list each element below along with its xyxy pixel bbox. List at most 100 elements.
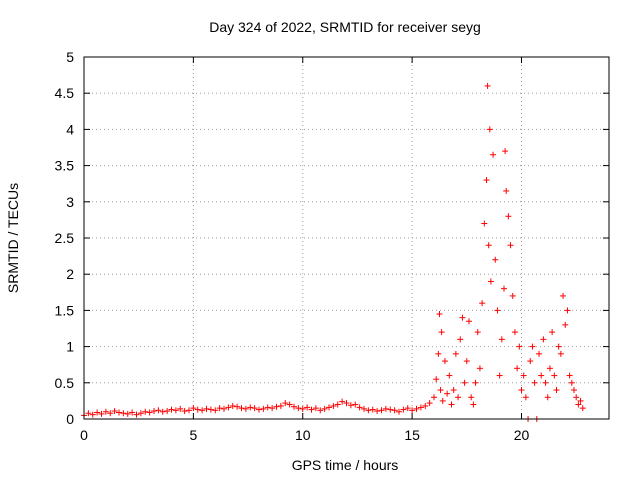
data-point	[291, 403, 297, 410]
data-point	[446, 372, 453, 379]
data-point	[571, 387, 577, 394]
data-point	[142, 408, 149, 415]
data-points	[81, 82, 586, 422]
y-tick-label: 3.5	[55, 158, 75, 174]
data-point	[494, 307, 501, 314]
data-point	[391, 407, 398, 414]
data-point	[490, 151, 497, 158]
y-tick-label: 2	[66, 266, 74, 282]
data-point	[468, 394, 475, 401]
data-point	[485, 242, 492, 249]
data-point	[207, 406, 214, 413]
data-point	[448, 401, 455, 408]
data-point	[437, 387, 444, 394]
data-point	[579, 405, 586, 412]
data-point	[308, 406, 315, 413]
data-point	[89, 411, 96, 418]
x-tick-label: 5	[189, 427, 197, 443]
data-point	[479, 300, 486, 307]
data-point	[409, 407, 416, 414]
y-tick-label: 5	[66, 49, 74, 65]
data-point	[486, 126, 493, 133]
data-point	[186, 407, 192, 414]
data-point	[505, 213, 512, 220]
data-point	[260, 405, 267, 412]
data-point	[330, 402, 337, 409]
data-point	[472, 379, 479, 386]
data-point	[509, 292, 516, 299]
data-point	[536, 350, 542, 357]
data-point	[546, 365, 553, 372]
data-point	[124, 410, 131, 417]
data-point	[514, 365, 521, 372]
data-point	[352, 401, 359, 408]
data-point	[129, 409, 136, 416]
data-point	[172, 407, 179, 414]
data-point	[518, 387, 525, 394]
data-point	[277, 402, 284, 409]
data-point	[155, 407, 162, 414]
data-point	[553, 387, 560, 394]
data-point	[551, 372, 558, 379]
data-point	[566, 372, 573, 379]
data-point	[369, 406, 376, 413]
data-point	[516, 343, 523, 350]
data-point	[441, 358, 448, 365]
data-point	[487, 278, 494, 285]
data-point	[503, 187, 510, 194]
data-point	[286, 401, 293, 408]
data-point	[317, 407, 324, 414]
data-point	[216, 405, 223, 412]
data-point	[439, 397, 446, 404]
y-tick-label: 4.5	[55, 85, 75, 101]
data-point	[374, 408, 381, 415]
data-point	[483, 177, 490, 184]
data-point	[85, 410, 92, 417]
y-tick-label: 4	[66, 121, 74, 137]
data-point	[457, 336, 464, 343]
data-point	[299, 405, 306, 412]
data-point	[102, 408, 109, 415]
data-point	[282, 400, 289, 407]
data-point	[146, 409, 153, 416]
data-point	[540, 336, 547, 343]
data-point	[417, 404, 424, 411]
data-point	[492, 256, 499, 263]
data-point	[455, 394, 462, 401]
data-point	[116, 409, 122, 416]
data-point	[194, 406, 201, 413]
data-point	[531, 379, 538, 386]
data-point	[264, 404, 271, 411]
plot-frame	[83, 56, 610, 420]
y-tick-label: 1.5	[55, 302, 75, 318]
data-point	[527, 358, 534, 365]
data-point	[413, 405, 420, 412]
data-point	[557, 350, 564, 357]
data-point	[562, 321, 569, 328]
data-point	[474, 329, 481, 336]
x-axis-label: GPS time / hours	[292, 457, 399, 473]
x-tick-label: 0	[80, 427, 88, 443]
data-point	[501, 285, 507, 292]
data-point	[481, 220, 488, 227]
data-point	[426, 400, 433, 407]
data-point	[247, 404, 254, 411]
data-point	[164, 408, 171, 415]
data-point	[422, 402, 429, 409]
data-point	[522, 394, 529, 401]
data-point	[436, 311, 443, 318]
data-point	[484, 82, 491, 89]
data-point	[476, 365, 483, 372]
data-point	[400, 406, 407, 413]
data-point	[511, 329, 518, 336]
data-point	[238, 405, 245, 412]
data-point	[326, 404, 332, 411]
data-point	[496, 372, 503, 379]
axis-ticks	[83, 56, 609, 420]
data-point	[111, 408, 118, 415]
data-point	[234, 403, 241, 410]
data-point	[120, 410, 127, 417]
data-point	[549, 329, 556, 336]
data-point	[452, 350, 459, 357]
data-point	[387, 406, 394, 413]
